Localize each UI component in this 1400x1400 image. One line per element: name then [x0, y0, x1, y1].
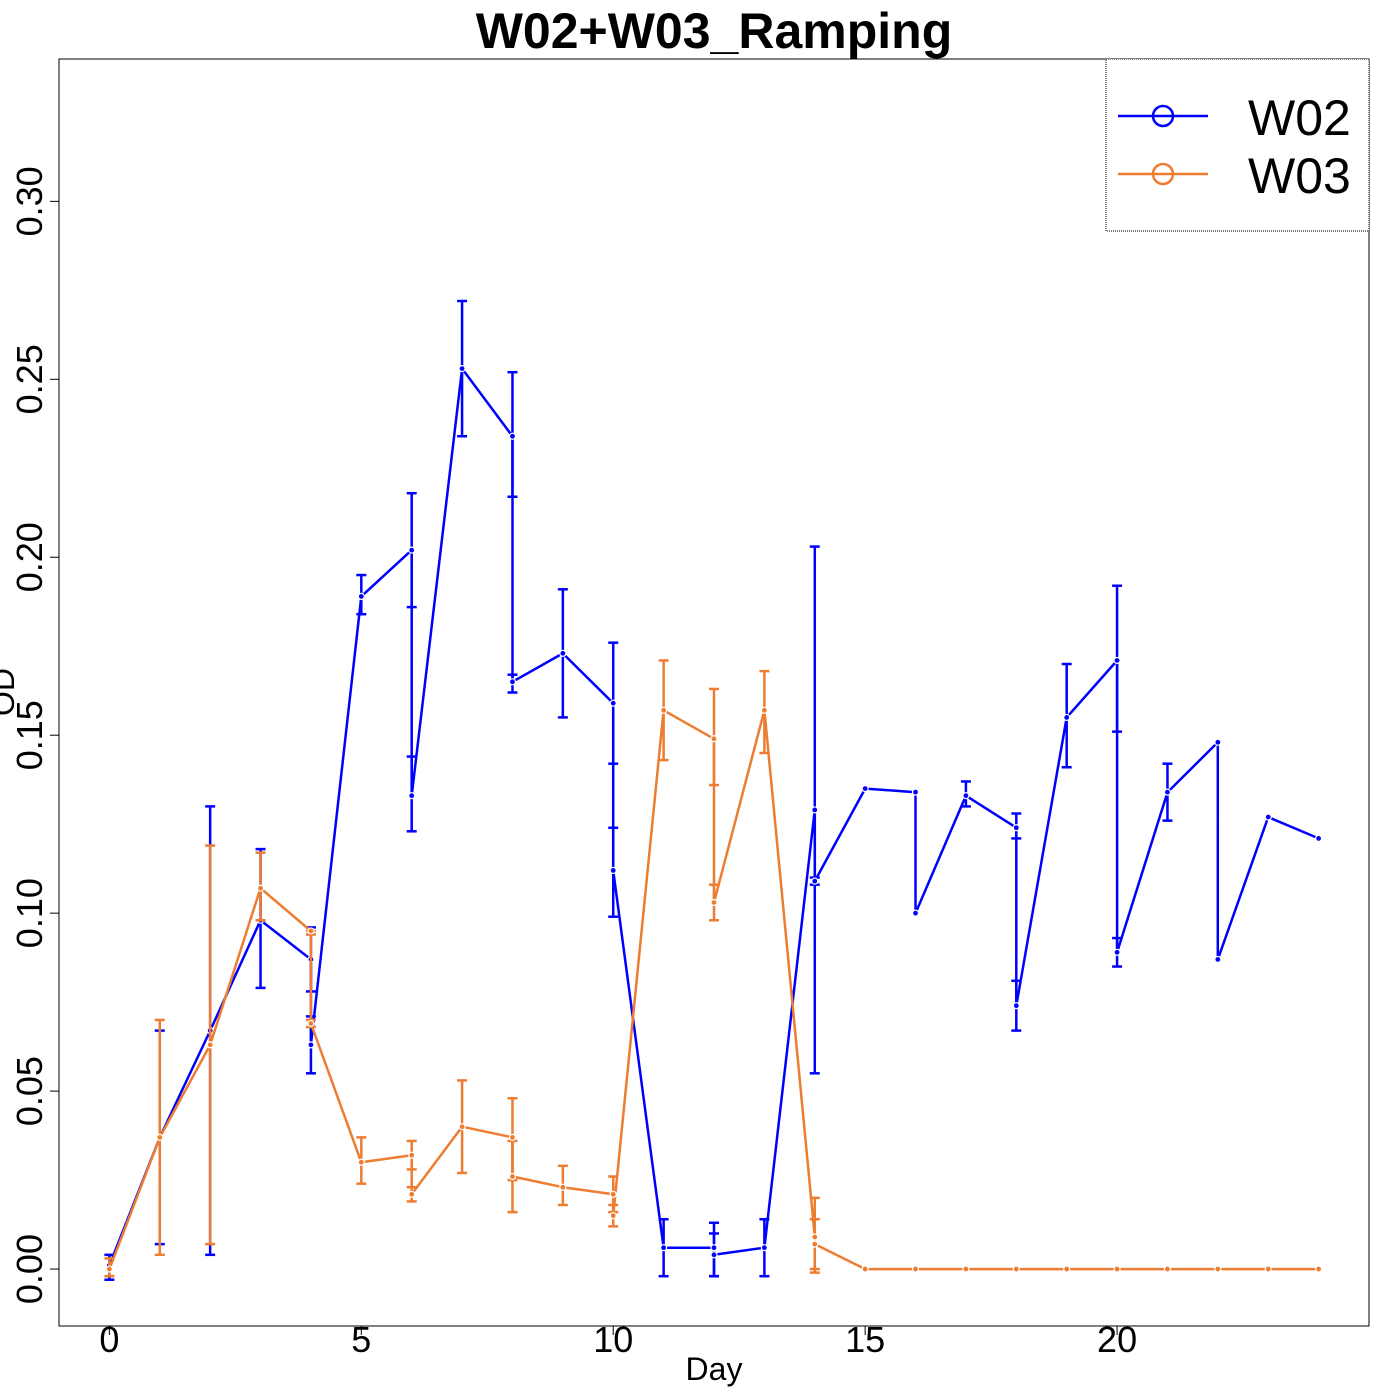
data-point-w02	[508, 432, 517, 440]
data-point-w02	[1214, 738, 1222, 746]
data-point-w02	[1063, 713, 1071, 722]
series-w03	[104, 659, 1323, 1278]
legend-label-w03: W03	[1248, 148, 1351, 204]
data-point-w02	[307, 1041, 315, 1049]
data-point-w03	[911, 1265, 920, 1273]
plot-frame	[58, 58, 1370, 1327]
legend-marker-w03	[1151, 162, 1175, 186]
data-point-w03	[962, 1265, 970, 1273]
data-point-w03	[811, 1233, 819, 1241]
data-point-w03	[105, 1265, 113, 1273]
data-point-w02	[811, 877, 819, 885]
data-point-w03	[357, 1158, 365, 1166]
data-point-w03	[508, 1172, 517, 1181]
data-point-w02	[408, 792, 416, 800]
y-tick-label: 0.10	[9, 878, 50, 948]
data-point-w03	[508, 1133, 517, 1141]
data-point-w02	[1012, 824, 1020, 832]
data-point-w03	[1214, 1265, 1222, 1273]
data-point-w03	[760, 706, 768, 714]
data-point-w03	[307, 1019, 315, 1028]
data-point-w03	[1264, 1265, 1272, 1273]
data-point-w03	[256, 884, 265, 892]
data-point-w02	[508, 678, 517, 686]
data-point-w02	[609, 866, 617, 875]
data-point-w02	[660, 1244, 668, 1252]
data-point-w03	[1012, 1265, 1020, 1273]
x-tick-label: 5	[351, 1319, 371, 1360]
data-point-w03	[1063, 1265, 1071, 1273]
x-tick-label: 20	[1097, 1319, 1137, 1360]
series-line-w03	[108, 709, 1319, 1271]
data-point-w02	[710, 1244, 718, 1252]
data-point-w02	[1315, 834, 1323, 843]
data-point-w03	[206, 1041, 214, 1049]
data-point-w03	[811, 1240, 819, 1248]
legend-marker-w02	[1151, 104, 1175, 128]
data-point-w03	[1113, 1265, 1121, 1273]
y-tick-label: 0.20	[9, 522, 50, 592]
data-point-w02	[559, 649, 567, 657]
data-point-w02	[1012, 1002, 1020, 1010]
data-point-w02	[1113, 948, 1121, 956]
y-axis: 0.00 0.05 0.10 0.15 0.20 0.25 0.30	[9, 166, 59, 1304]
legend-box	[1105, 58, 1370, 232]
data-point-w02	[911, 788, 920, 796]
data-point-w03	[408, 1190, 416, 1198]
data-point-w02	[1113, 656, 1121, 665]
data-point-w02	[609, 699, 617, 707]
data-point-w03	[609, 1212, 617, 1220]
legend-label-w02: W02	[1248, 90, 1351, 146]
chart-title: W02+W03_Ramping	[476, 3, 953, 59]
x-tick-label: 10	[593, 1319, 633, 1360]
y-tick-label: 0.00	[9, 1234, 50, 1304]
data-point-w02	[1214, 955, 1222, 964]
data-point-w02	[458, 365, 466, 373]
data-point-w03	[307, 927, 315, 935]
data-point-w02	[760, 1244, 768, 1252]
data-point-w03	[861, 1265, 869, 1273]
x-axis: 0 5 10 15 20	[99, 1319, 1137, 1360]
data-point-w02	[1163, 788, 1172, 796]
data-point-w03	[559, 1183, 567, 1191]
data-point-w02	[962, 792, 970, 800]
data-point-w02	[710, 1251, 718, 1259]
series-layer	[104, 299, 1323, 1281]
data-point-w02	[408, 546, 416, 554]
data-point-w03	[710, 735, 718, 743]
data-point-w02	[811, 806, 819, 814]
data-point-w03	[710, 898, 718, 907]
y-tick-label: 0.25	[9, 344, 50, 414]
data-point-w03	[156, 1133, 164, 1141]
x-axis-label: Day	[686, 1351, 743, 1387]
data-point-w03	[408, 1151, 416, 1159]
x-tick-label: 0	[99, 1319, 119, 1360]
data-point-w02	[861, 784, 869, 793]
data-point-w03	[609, 1190, 617, 1198]
data-point-w03	[1315, 1265, 1323, 1273]
y-tick-label: 0.05	[9, 1056, 50, 1126]
x-tick-label: 15	[845, 1319, 885, 1360]
y-axis-label: OD	[0, 668, 21, 716]
legend: W02 W03	[1105, 58, 1370, 232]
y-tick-label: 0.30	[9, 166, 50, 236]
data-point-w02	[357, 592, 365, 601]
data-point-w03	[458, 1123, 466, 1131]
data-point-w03	[1163, 1265, 1172, 1273]
y-tick-label: 0.15	[9, 700, 50, 770]
data-point-w03	[660, 706, 668, 714]
data-point-w02	[911, 909, 920, 917]
data-point-w02	[1264, 813, 1272, 821]
